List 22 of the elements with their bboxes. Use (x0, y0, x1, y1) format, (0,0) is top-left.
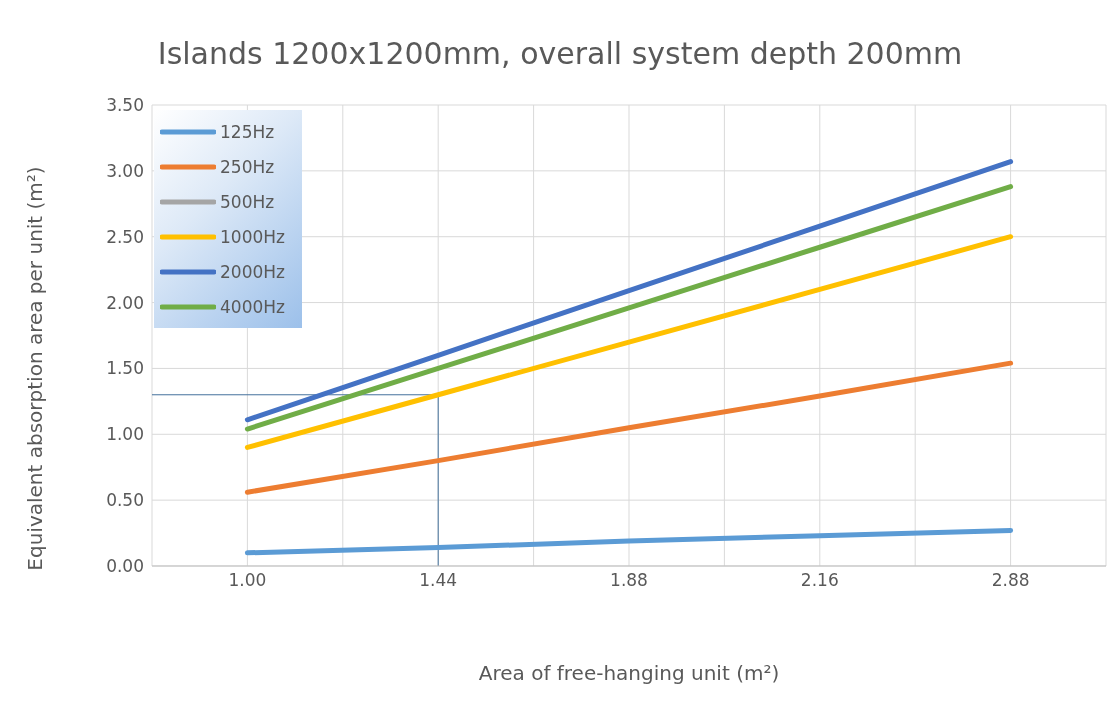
y-tick-label: 1.50 (106, 358, 144, 379)
x-tick-label: 2.88 (991, 570, 1030, 591)
x-tick-label: 2.16 (800, 570, 839, 591)
legend-label: 1000Hz (220, 226, 285, 247)
y-tick-label: 0.50 (106, 490, 144, 511)
y-tick-label: 3.00 (106, 160, 144, 181)
legend-label: 2000Hz (220, 261, 285, 282)
x-tick-label: 1.88 (610, 570, 648, 591)
legend-label: 500Hz (220, 191, 275, 212)
chart-title: Islands 1200x1200mm, overall system depth 200mm (156, 36, 964, 71)
y-tick-label: 2.50 (106, 226, 144, 247)
y-tick-label: 1.00 (106, 424, 144, 445)
legend-label: 4000Hz (220, 296, 285, 317)
legend-label: 125Hz (220, 121, 275, 142)
x-tick-label: 1.44 (419, 570, 458, 591)
x-axis-title: Area of free-hanging unit (m²) (478, 661, 780, 685)
y-tick-label: 3.50 (106, 95, 144, 116)
x-tick-label: 1.00 (228, 570, 267, 591)
legend-label: 250Hz (220, 156, 275, 177)
y-tick-label: 2.00 (106, 292, 144, 313)
y-axis-title: Equivalent absorption area per unit (m²) (23, 166, 47, 571)
y-tick-label: 0.00 (106, 556, 144, 577)
